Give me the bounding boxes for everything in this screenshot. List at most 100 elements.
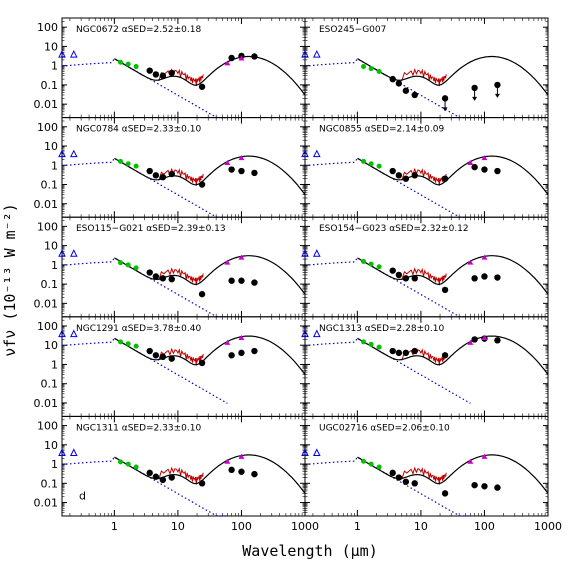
data-point xyxy=(494,274,501,281)
data-point xyxy=(395,172,403,179)
data-point xyxy=(159,353,167,361)
data-point xyxy=(146,67,153,74)
data-point xyxy=(389,469,396,477)
y-tick-label: 0.01 xyxy=(34,98,59,111)
pah-model-line xyxy=(401,267,447,286)
upper-limit-arrowhead xyxy=(442,107,448,112)
data-point xyxy=(159,72,167,79)
panel-label: NGC1291 αSED=3.78±0.40 xyxy=(76,324,201,334)
panel-ngc0784: 0.01 0.1 1 10 100 NGC0784 αSED=2.33±0.10 xyxy=(34,117,306,218)
uv-triangle xyxy=(301,249,309,257)
optical-point xyxy=(361,64,367,70)
data-point xyxy=(402,478,410,485)
pah-model-line xyxy=(401,68,447,87)
iras-triangle xyxy=(467,458,474,464)
stellar-model-line xyxy=(61,257,228,318)
data-point xyxy=(411,91,418,99)
optical-point xyxy=(125,341,131,347)
iras-triangle xyxy=(238,155,245,161)
iras-triangle xyxy=(481,155,488,161)
optical-point xyxy=(376,464,382,470)
optical-point xyxy=(368,341,374,347)
data-point xyxy=(228,352,235,359)
data-point xyxy=(251,169,258,177)
stellar-model-line xyxy=(61,337,228,404)
data-point xyxy=(238,167,245,175)
panels-layer: 0.01 0.1 1 10 100 NGC0672 αSED=2.52±0.18 ESO24… xyxy=(34,17,562,533)
data-point xyxy=(159,275,167,282)
uv-triangle xyxy=(301,49,309,58)
panel-ngc0672: 0.01 0.1 1 10 100 NGC0672 αSED=2.52±0.18 xyxy=(34,17,306,119)
total-model-line xyxy=(114,335,306,375)
optical-point xyxy=(133,265,139,271)
y-tick-label: 1 xyxy=(51,60,58,73)
y-tick-label: 0.01 xyxy=(34,397,59,410)
iras-triangle xyxy=(467,159,474,165)
data-point xyxy=(146,269,153,276)
data-point xyxy=(389,75,396,83)
panel-ngc0855: NGC0855 αSED=2.14±0.09 xyxy=(301,117,549,218)
y-tick-label: 100 xyxy=(37,320,58,333)
y-tick-label: 0.1 xyxy=(41,79,59,92)
y-tick-label: 0.01 xyxy=(34,198,59,211)
data-point xyxy=(411,347,418,355)
data-point xyxy=(494,167,501,175)
data-point xyxy=(402,175,410,182)
y-tick-label: 1 xyxy=(51,358,58,371)
total-model-line xyxy=(114,155,306,195)
y-tick-label: 10 xyxy=(44,439,58,452)
total-model-line xyxy=(114,55,306,96)
data-point xyxy=(441,175,449,182)
panel-label: NGC0672 αSED=2.52±0.18 xyxy=(76,25,201,35)
data-point xyxy=(228,54,235,62)
panel-label: UGC02716 αSED=2.06±0.10 xyxy=(319,423,450,433)
data-point xyxy=(395,349,403,357)
data-point xyxy=(471,275,478,282)
stellar-model-line xyxy=(61,157,228,218)
x-tick-label: 100 xyxy=(474,520,495,533)
y-tick-label: 1 xyxy=(51,458,58,471)
x-tick-label: 10 xyxy=(414,520,428,533)
iras-triangle xyxy=(238,335,245,341)
optical-point xyxy=(368,66,374,72)
optical-point xyxy=(368,261,374,267)
pah-model-line xyxy=(158,267,204,286)
panel-ngc1311: 0.01 0.1 1 10 100 1 10 100 1000 NGC1311 αSED=2.33… xyxy=(34,415,319,533)
data-point xyxy=(168,474,175,481)
data-point xyxy=(238,349,245,357)
panel-label: NGC0855 αSED=2.14±0.09 xyxy=(319,125,444,135)
data-point xyxy=(146,167,153,175)
data-point xyxy=(395,80,403,87)
y-tick-label: 100 xyxy=(37,121,58,134)
optical-point xyxy=(118,339,124,345)
y-tick-label: 10 xyxy=(44,40,58,53)
data-point xyxy=(471,163,478,171)
data-point xyxy=(441,286,449,294)
y-tick-label: 0.1 xyxy=(41,278,59,291)
data-point xyxy=(411,275,418,282)
x-tick-label: 1 xyxy=(111,520,118,533)
pah-model-line xyxy=(158,347,204,366)
optical-point xyxy=(133,343,139,349)
iras-triangle xyxy=(481,335,488,341)
pah-model-line xyxy=(401,466,447,485)
data-point xyxy=(395,474,403,481)
stellar-model-line xyxy=(304,456,471,517)
optical-point xyxy=(118,260,124,266)
optical-point xyxy=(376,264,382,270)
stellar-model-line xyxy=(61,456,228,517)
panel-eso154−g023: ESO154−G023 αSED=2.32±0.12 xyxy=(301,216,549,318)
uv-triangle xyxy=(69,249,78,257)
data-point xyxy=(152,273,160,280)
data-point xyxy=(228,466,235,474)
data-point xyxy=(411,480,418,487)
data-point xyxy=(238,468,245,475)
uv-triangle xyxy=(58,249,66,257)
data-point xyxy=(152,172,160,179)
x-tick-label: 100 xyxy=(231,520,252,533)
y-tick-label: 0.01 xyxy=(34,497,59,510)
uv-triangle xyxy=(69,329,78,338)
data-point xyxy=(395,271,403,279)
total-model-line xyxy=(114,454,306,494)
x-axis-label: Wavelength (μm) xyxy=(242,542,377,560)
